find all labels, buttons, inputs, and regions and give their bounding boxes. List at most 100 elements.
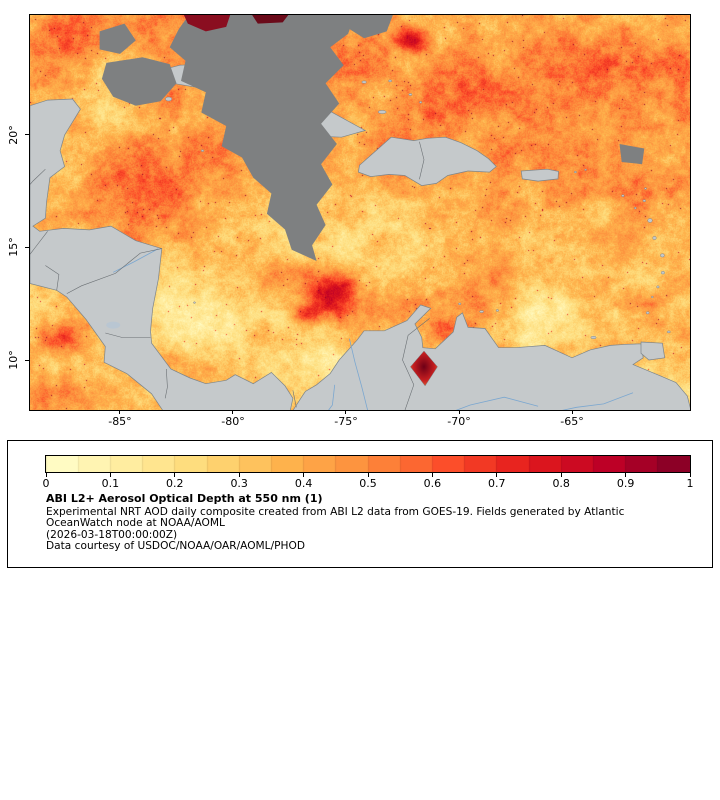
- colorbar-tick: [367, 473, 369, 477]
- colorbar-tick: [109, 473, 111, 477]
- colorbar-tick: [625, 473, 627, 477]
- y-axis-tick-label: 20°: [6, 125, 20, 145]
- land-trinidad: [640, 341, 666, 361]
- x-axis-tick-label: -85°: [108, 415, 132, 428]
- legend-line-2: OceanWatch node at NOAA/AOML: [46, 517, 225, 529]
- map-overlay: [30, 15, 690, 410]
- cloud-large-central: [169, 15, 355, 261]
- colorbar-tick: [303, 473, 305, 477]
- land-south-america: [292, 304, 690, 410]
- colorbar-tick-label: 0.8: [552, 477, 570, 490]
- x-axis-tick-label: -80°: [221, 415, 245, 428]
- legend-box: 0 0.1 0.2 0.3 0.4 0.5 0.6 0.7 0.8 0.9 1 ABI L2+ Ae…: [7, 440, 713, 568]
- legend-title: ABI L2+ Aerosol Optical Depth at 550 nm …: [46, 492, 323, 505]
- island: [642, 199, 646, 202]
- high-aod-patch-north-2: [252, 15, 289, 24]
- island: [651, 295, 654, 299]
- cloud-east: [619, 144, 645, 165]
- country-border-line: [419, 141, 425, 180]
- cloud-northwest: [99, 23, 136, 54]
- island: [666, 330, 671, 334]
- island: [361, 80, 367, 84]
- colorbar-tick-label: 0.1: [101, 477, 120, 490]
- colorbar-tick-label: 0.5: [359, 477, 377, 490]
- y-axis-tick-label: 10°: [6, 350, 20, 370]
- x-axis-tick-label: -65°: [560, 415, 584, 428]
- x-axis-tick: [119, 410, 121, 414]
- lake-nicaragua: [106, 321, 121, 329]
- island: [645, 311, 650, 315]
- island: [634, 206, 637, 210]
- river-line: [562, 392, 634, 410]
- island: [652, 236, 657, 240]
- x-axis-tick: [345, 410, 347, 414]
- legend-timestamp: (2026-03-18T00:00:00Z): [46, 528, 178, 541]
- colorbar-tick: [238, 473, 240, 477]
- island: [458, 302, 462, 305]
- cloud-north: [346, 15, 393, 39]
- y-axis-tick: [25, 134, 29, 136]
- legend-courtesy: Data courtesy of USDOC/NOAA/OAR/AOML/PHO…: [46, 540, 306, 552]
- island: [200, 149, 205, 152]
- island: [408, 93, 413, 96]
- y-axis-tick: [25, 246, 29, 248]
- country-border-line: [402, 318, 430, 410]
- colorbar-tick: [45, 473, 47, 477]
- legend-line-1: Experimental NRT AOD daily composite cre…: [46, 505, 625, 518]
- island: [388, 79, 392, 83]
- country-border-line: [66, 248, 162, 294]
- country-border-line: [45, 265, 60, 291]
- colorbar-tick: [560, 473, 562, 477]
- colorbar-tick-label: 0.3: [230, 477, 248, 490]
- country-border-line: [292, 390, 297, 408]
- map-plot-frame: [29, 14, 691, 411]
- colorbar-tick: [689, 473, 691, 477]
- country-border-line: [164, 368, 168, 399]
- river-line: [455, 396, 539, 410]
- colorbar-tick-label: 1: [686, 477, 694, 490]
- x-axis-tick-label: -70°: [447, 415, 471, 428]
- colorbar-tick-label: 0.7: [488, 477, 506, 490]
- island: [419, 101, 423, 104]
- y-axis-tick-label: 15°: [6, 237, 20, 258]
- x-axis-tick-label: -75°: [334, 415, 358, 428]
- island: [193, 301, 196, 304]
- x-axis-tick: [458, 410, 460, 414]
- island: [656, 285, 660, 289]
- colorbar-tick: [174, 473, 176, 477]
- river-line: [113, 248, 159, 273]
- colorbar-tick-label: 0: [42, 477, 50, 490]
- island: [165, 96, 173, 102]
- island: [621, 194, 625, 197]
- colorbar-tick: [431, 473, 433, 477]
- island: [647, 218, 653, 223]
- colorbar-tick-label: 0.9: [616, 477, 635, 490]
- colorbar-tick: [496, 473, 498, 477]
- y-axis-tick: [25, 359, 29, 361]
- high-aod-patch-north-1: [183, 15, 231, 32]
- lake-maracaibo: [410, 350, 438, 387]
- island: [644, 187, 647, 190]
- island: [495, 309, 499, 312]
- country-border-line: [30, 168, 46, 185]
- land-puerto-rico: [520, 168, 559, 182]
- country-border-line: [30, 231, 48, 255]
- land-hispaniola: [358, 136, 497, 186]
- island: [660, 253, 665, 258]
- river-line: [349, 338, 368, 410]
- island: [377, 110, 387, 114]
- island: [479, 310, 484, 313]
- x-axis-tick: [232, 410, 234, 414]
- cloud-west-cuba: [101, 57, 177, 106]
- island: [584, 168, 587, 171]
- colorbar-tick-label: 0.2: [166, 477, 184, 490]
- land-central-america: [30, 98, 294, 410]
- colorbar-tick-label: 0.6: [423, 477, 442, 490]
- legend-caption: ABI L2+ Aerosol Optical Depth at 550 nm …: [46, 493, 624, 553]
- x-axis-tick: [571, 410, 573, 414]
- river-line: [328, 384, 336, 410]
- colorbar: [45, 455, 691, 473]
- island: [590, 336, 597, 339]
- island: [573, 171, 577, 174]
